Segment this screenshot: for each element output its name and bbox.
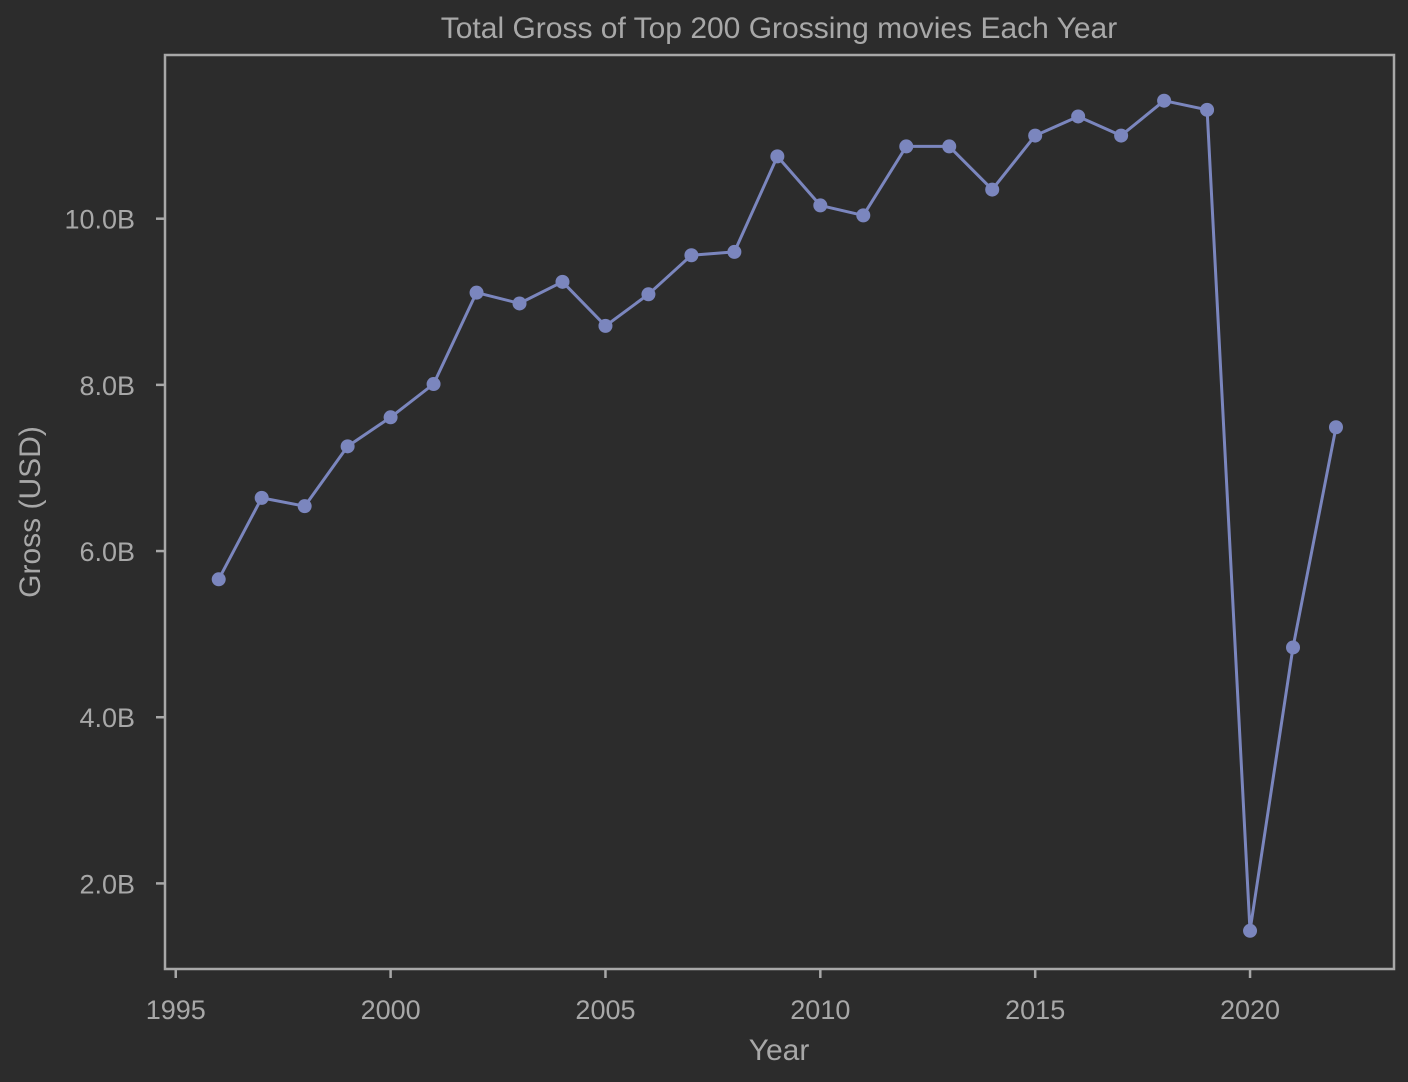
x-tick-label: 2015 [1005,995,1065,1025]
data-point [1200,102,1215,117]
data-point [211,572,226,587]
data-point [1114,128,1129,143]
x-tick-label: 2005 [575,995,635,1025]
data-point [254,490,269,505]
data-point [1157,93,1172,108]
data-point [985,182,1000,197]
y-tick-label: 6.0B [79,537,135,567]
y-tick-label: 8.0B [79,371,135,401]
data-point [598,318,613,333]
data-point [512,296,527,311]
x-tick-label: 2010 [790,995,850,1025]
series-layer [211,93,1343,938]
data-point [813,198,828,213]
data-point [1071,109,1086,124]
data-point [383,410,398,425]
x-tick-label: 2020 [1220,995,1280,1025]
data-point [727,244,742,259]
data-point [899,139,914,154]
data-point [340,439,355,454]
y-axis-label: Gross (USD) [14,426,47,598]
y-axis-ticks: 2.0B 4.0B 6.0B 8.0B 10.0B [64,205,165,899]
data-point [1328,420,1343,435]
y-tick-label: 4.0B [79,703,135,733]
series-line [217,99,1338,933]
chart-title: Total Gross of Top 200 Grossing movies E… [441,12,1117,45]
y-tick-label: 10.0B [64,205,135,235]
data-point [942,139,957,154]
data-point [770,149,785,164]
data-point [641,287,656,302]
data-point [1028,128,1043,143]
data-point [555,274,570,289]
x-axis-label: Year [749,1034,810,1067]
data-point [426,377,441,392]
data-point [856,208,871,223]
data-point [469,285,484,300]
x-axis-ticks: 1995 2000 2005 2010 2015 2020 [146,969,1280,1025]
y-tick-label: 2.0B [79,869,135,899]
data-point [1243,923,1258,938]
plot-frame [163,53,1396,971]
data-point [297,499,312,514]
data-point [684,248,699,263]
x-tick-label: 1995 [146,995,206,1025]
x-tick-label: 2000 [361,995,421,1025]
data-point [1286,640,1301,655]
